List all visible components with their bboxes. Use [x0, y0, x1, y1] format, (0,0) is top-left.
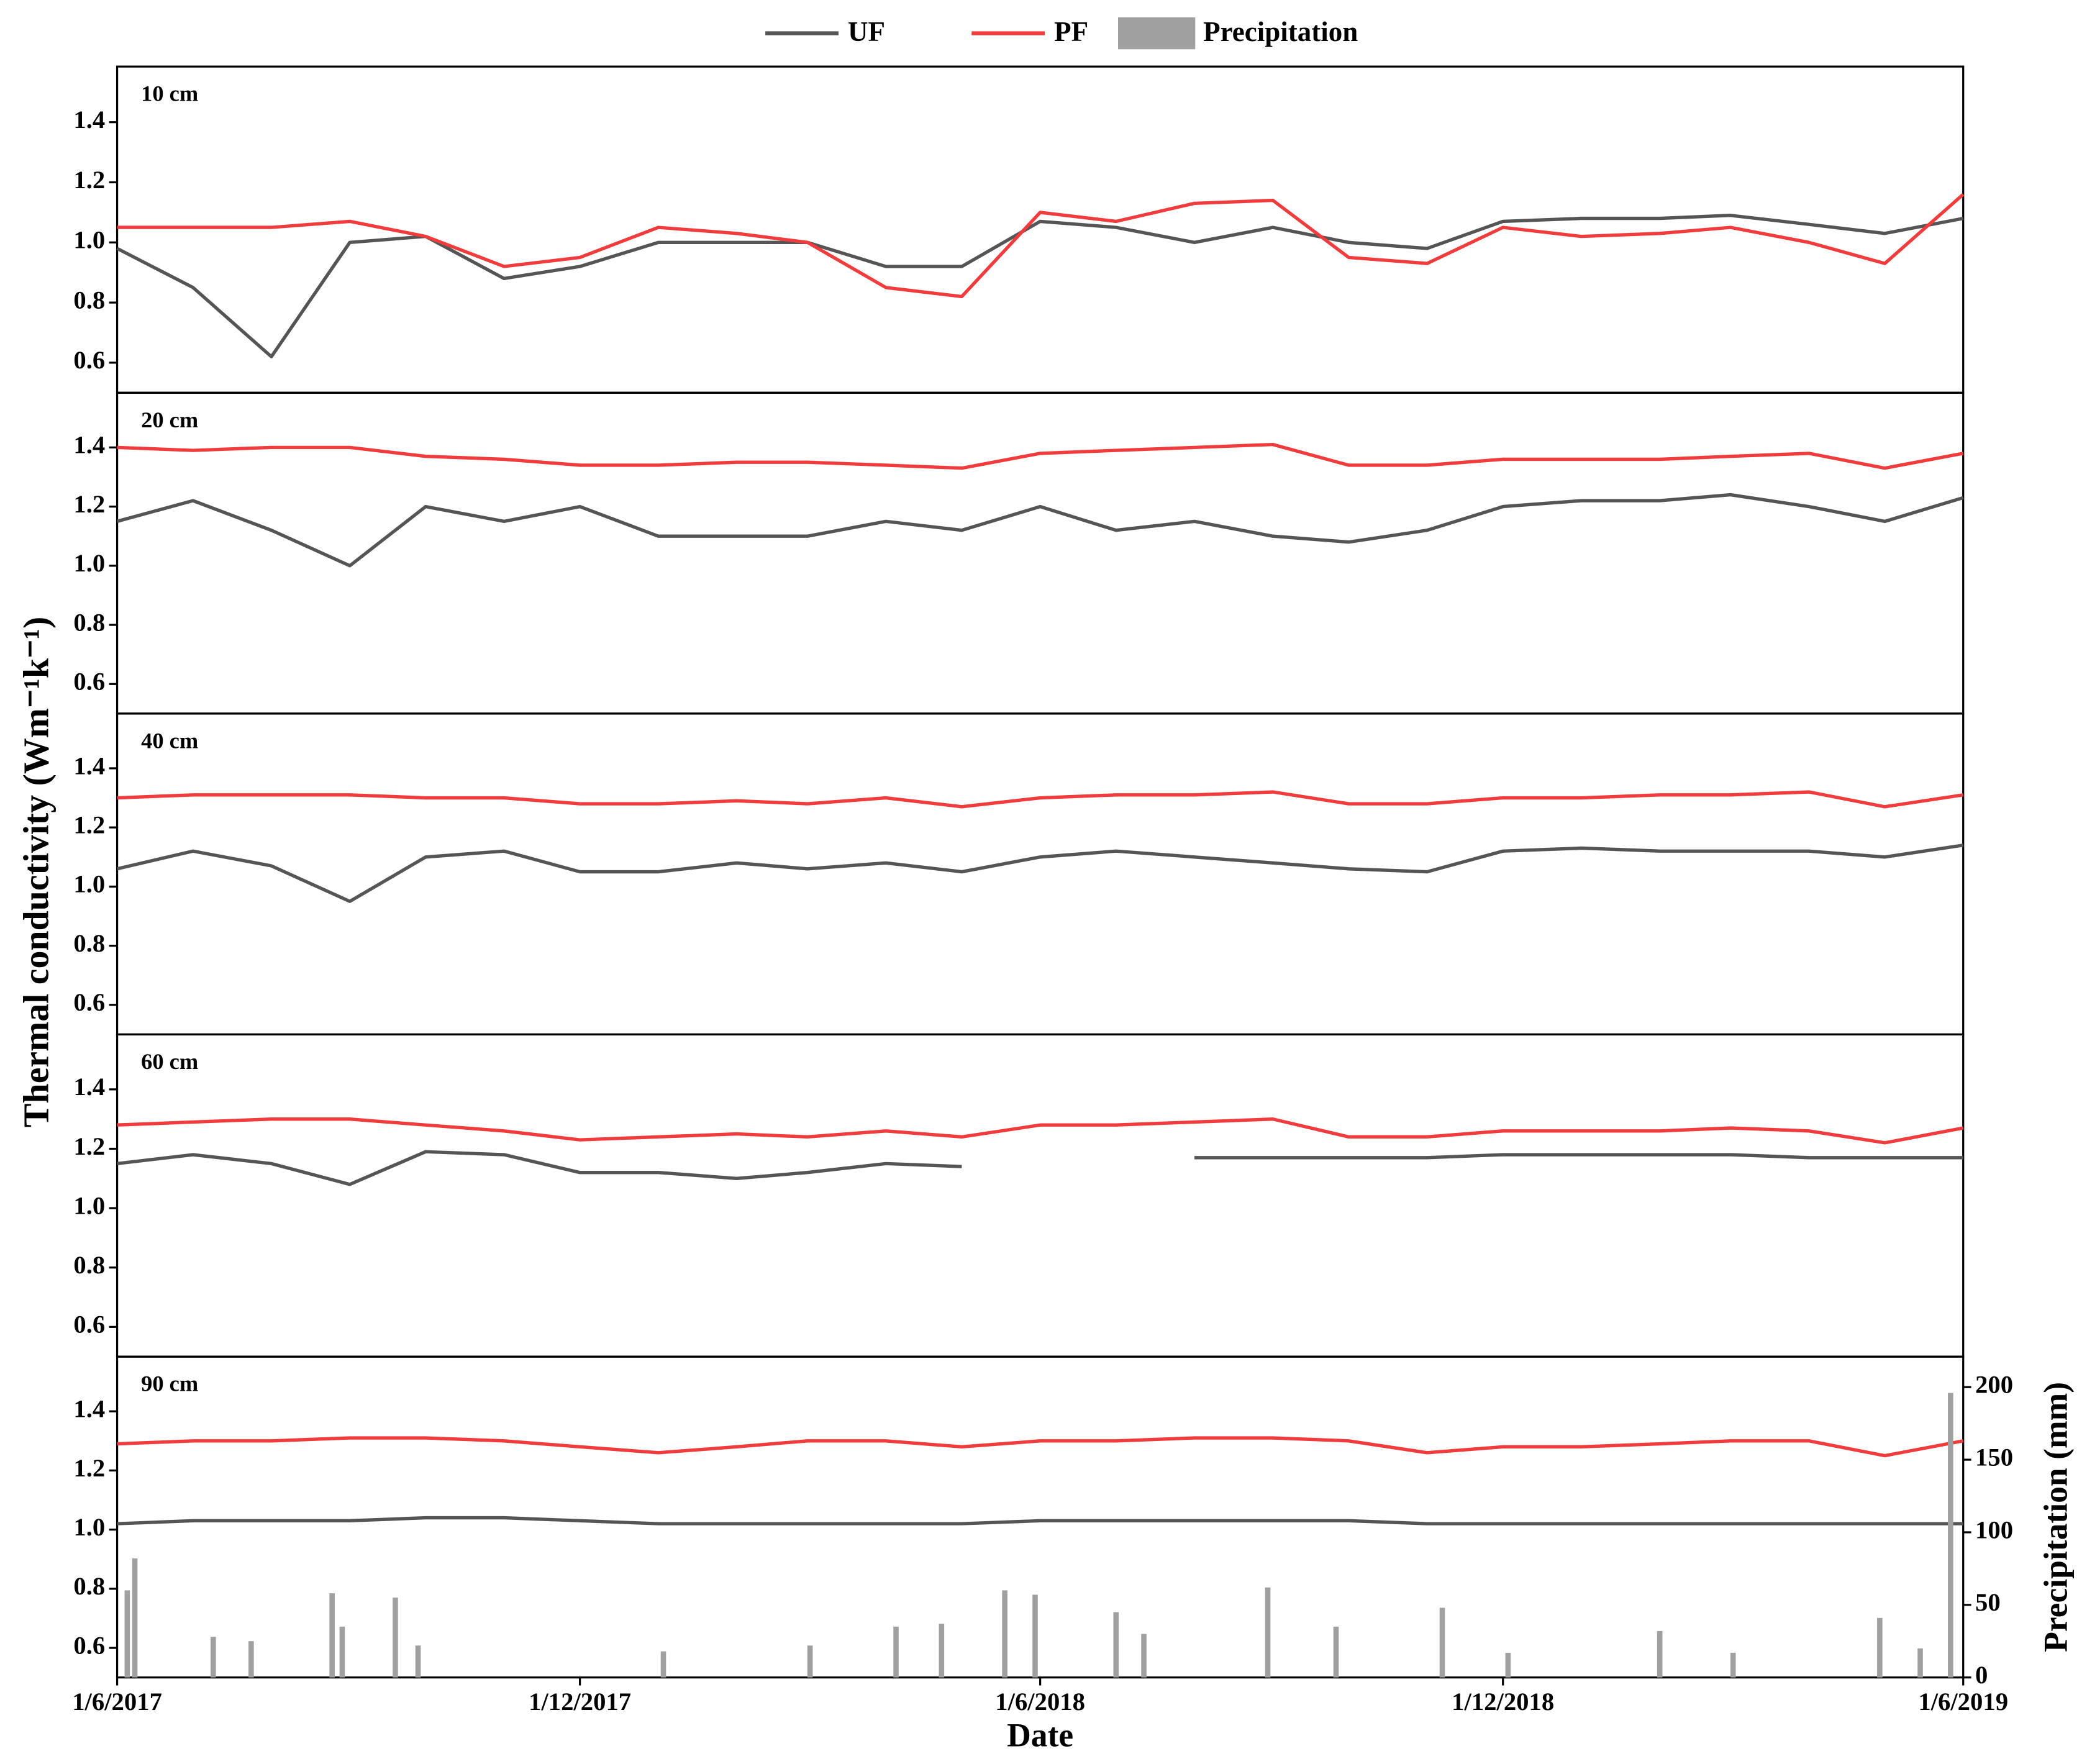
series-line: [117, 442, 1964, 470]
x-tick-label: 1/12/2017: [529, 1688, 631, 1716]
y-tick-label: 1.0: [73, 1191, 105, 1219]
precipitation-bar: [1505, 1652, 1511, 1678]
series-line: [116, 843, 1964, 903]
precipitation-bar: [339, 1626, 345, 1678]
legend-swatch: [1118, 17, 1196, 50]
y-tick-label: 0.8: [73, 608, 105, 636]
precipitation-bar: [1113, 1612, 1119, 1678]
y2-tick-label: 100: [1975, 1516, 2013, 1543]
y-tick-label: 1.4: [73, 1073, 105, 1101]
precipitation-bar: [1032, 1594, 1038, 1678]
y-axis-label: Thermal conductivity (Wm⁻¹k⁻¹): [16, 617, 57, 1127]
y-tick-label: 0.8: [73, 1572, 105, 1600]
y-tick-label: 0.6: [73, 668, 105, 696]
y-tick-label: 0.6: [73, 988, 105, 1016]
series-line: [117, 1150, 1963, 1186]
y2-tick-label: 50: [1975, 1588, 2001, 1616]
series-line: [116, 214, 1964, 358]
y-tick-label: 0.6: [73, 346, 105, 374]
x-tick-label: 1/6/2017: [72, 1688, 162, 1716]
y2-tick-label: 150: [1975, 1443, 2013, 1471]
panel-label: 40 cm: [141, 728, 198, 753]
y-tick-label: 0.8: [73, 1251, 105, 1279]
series-line: [117, 1117, 1964, 1145]
y-tick-label: 1.0: [73, 1513, 105, 1541]
precipitation-bar: [1730, 1652, 1736, 1678]
precipitation-bar: [1439, 1607, 1445, 1678]
y-tick-label: 0.6: [73, 1631, 105, 1659]
y-tick-label: 0.8: [73, 929, 105, 957]
series-line: [117, 1516, 1963, 1525]
y2-tick-label: 200: [1975, 1371, 2013, 1399]
precipitation-bar: [1877, 1617, 1883, 1678]
y-tick-label: 1.4: [73, 752, 105, 780]
legend-label: PF: [1054, 16, 1088, 47]
y-tick-label: 1.4: [73, 431, 105, 459]
x-axis-label: Date: [1007, 1717, 1073, 1754]
x-tick-label: 1/6/2018: [995, 1688, 1085, 1716]
precipitation-bar: [807, 1645, 813, 1678]
series-line: [117, 1436, 1964, 1458]
precipitation-bar: [1333, 1626, 1339, 1678]
y-tick-label: 1.2: [73, 490, 105, 518]
precipitation-bar: [211, 1637, 216, 1678]
legend-label: Precipitation: [1203, 16, 1358, 47]
series-line: [116, 493, 1964, 568]
y-tick-label: 1.2: [73, 166, 105, 194]
y-tick-label: 1.2: [73, 1132, 105, 1160]
y-tick-label: 0.6: [73, 1311, 105, 1339]
panel-label: 60 cm: [141, 1049, 198, 1074]
y2-axis-label: Precipitation (mm): [2037, 1382, 2074, 1652]
y-tick-label: 1.2: [73, 1454, 105, 1482]
precipitation-bar: [1002, 1590, 1007, 1678]
y-tick-label: 1.0: [73, 549, 105, 577]
y-tick-label: 1.4: [73, 106, 105, 134]
precipitation-bar: [1657, 1630, 1663, 1678]
series-line: [117, 790, 1964, 809]
precipitation-bar: [893, 1626, 899, 1678]
y2-tick-label: 0: [1975, 1661, 1988, 1689]
x-tick-label: 1/6/2019: [1918, 1688, 2008, 1716]
panel-label: 10 cm: [141, 81, 198, 106]
y-tick-label: 0.8: [73, 286, 105, 314]
precipitation-bar: [329, 1593, 335, 1678]
panel-label: 20 cm: [141, 407, 198, 432]
y-tick-label: 1.2: [73, 811, 105, 839]
precipitation-bar: [1141, 1634, 1147, 1678]
x-tick-label: 1/12/2018: [1452, 1688, 1554, 1716]
precipitation-bar: [248, 1641, 254, 1678]
precipitation-bar: [1948, 1393, 1953, 1678]
series-line: [117, 193, 1965, 299]
panel-label: 90 cm: [141, 1371, 198, 1396]
precipitation-bar: [939, 1624, 945, 1678]
legend-label: UF: [848, 16, 885, 47]
precipitation-bar: [132, 1558, 138, 1678]
y-tick-label: 1.4: [73, 1395, 105, 1423]
precipitation-bar: [415, 1645, 421, 1678]
panel-frame: [116, 391, 1965, 715]
precipitation-bar: [1265, 1587, 1271, 1678]
precipitation-bar: [124, 1590, 130, 1678]
y-tick-label: 1.0: [73, 226, 105, 254]
precipitation-bar: [1917, 1648, 1923, 1678]
precipitation-bar: [660, 1651, 666, 1678]
y-tick-label: 1.0: [73, 870, 105, 898]
precipitation-bar: [393, 1598, 398, 1678]
panel-frame: [116, 1033, 1965, 1358]
